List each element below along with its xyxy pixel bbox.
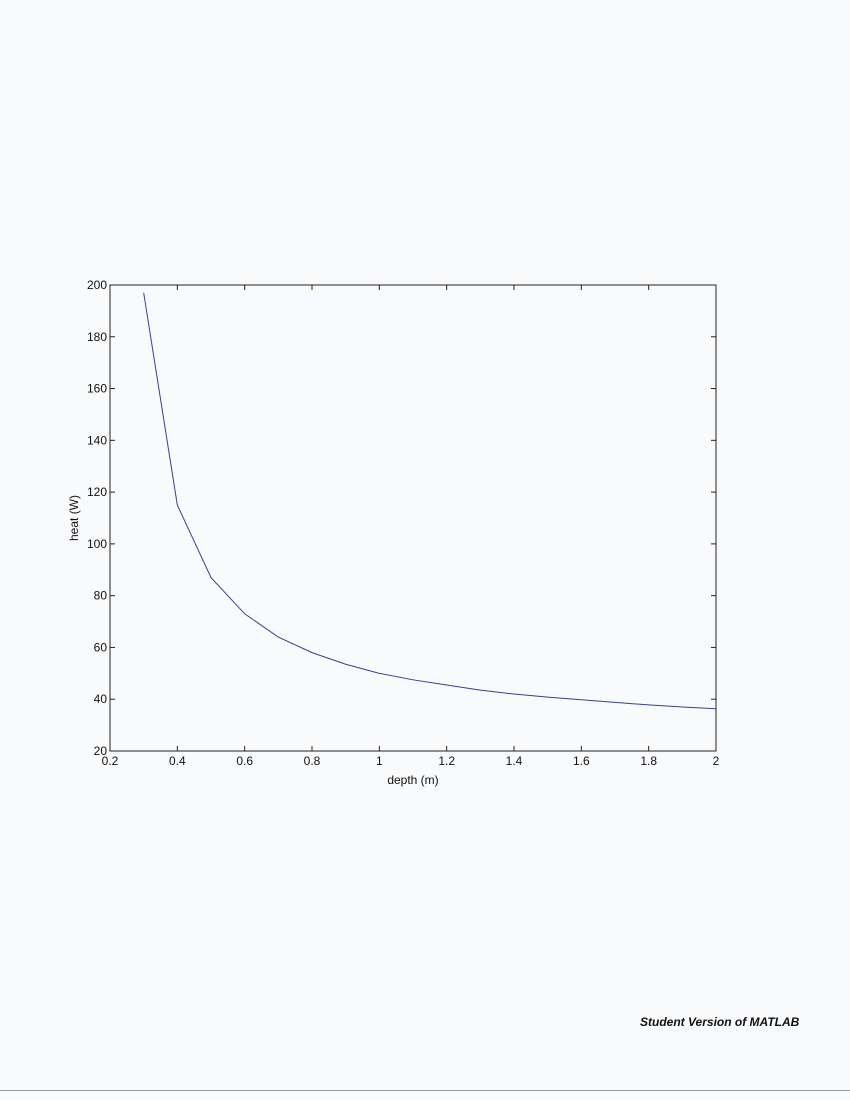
y-tick-label: 60 (94, 640, 108, 654)
y-tick-label: 40 (94, 692, 108, 706)
y-tick-label: 200 (87, 278, 107, 292)
x-tick-label: 1.6 (573, 754, 590, 768)
x-tick-labels: 0.2 0.4 0.6 0.8 1 1.2 1.4 1.6 1.8 2 (102, 754, 720, 768)
series-line (143, 292, 717, 710)
x-tick-label: 0.2 (102, 754, 119, 768)
series-group (143, 292, 717, 710)
footer-note: Student Version of MATLAB (640, 1015, 800, 1029)
x-tick-label: 0.6 (236, 754, 253, 768)
x-tick-label: 2 (713, 754, 720, 768)
x-tick-label: 1.8 (640, 754, 657, 768)
x-tick-label: 1.2 (438, 754, 455, 768)
y-tick-label: 20 (94, 744, 108, 758)
plot-area (109, 284, 717, 752)
page-edge-line (0, 1090, 850, 1091)
y-tick-label: 140 (87, 433, 107, 447)
y-tick-label: 100 (87, 537, 107, 551)
x-tick-label: 1.4 (506, 754, 523, 768)
y-tick-labels: 20 40 60 80 100 120 140 160 180 200 (87, 278, 107, 758)
y-axis-label: heat (W) (67, 495, 81, 541)
x-tick-label: 0.8 (304, 754, 321, 768)
x-axis-label: depth (m) (387, 773, 438, 787)
y-tick-label: 120 (87, 485, 107, 499)
x-tick-label: 1 (376, 754, 383, 768)
x-tick-label: 0.4 (169, 754, 186, 768)
ticks (109, 284, 717, 752)
y-tick-label: 80 (94, 589, 108, 603)
y-tick-label: 160 (87, 382, 107, 396)
y-tick-label: 180 (87, 330, 107, 344)
